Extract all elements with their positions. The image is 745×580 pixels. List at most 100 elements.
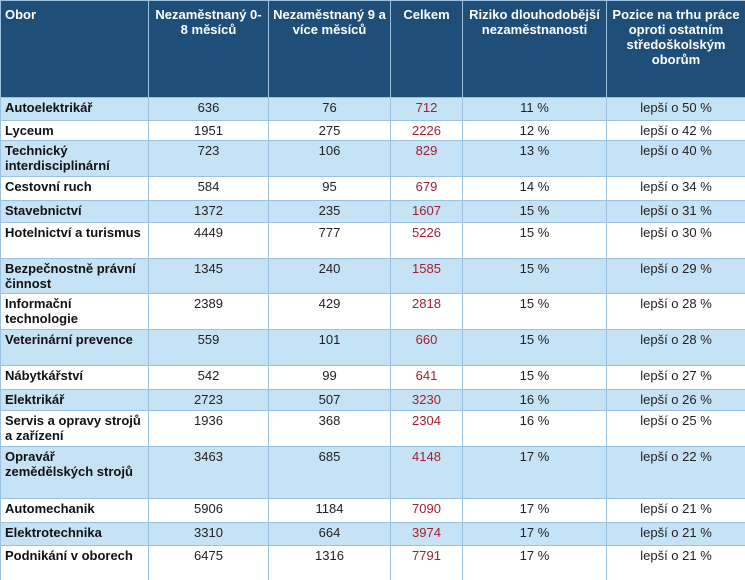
header-cell: Celkem bbox=[390, 0, 463, 98]
cell: 2723 bbox=[148, 389, 269, 411]
cell: lepší o 29 % bbox=[606, 258, 745, 294]
cell: 712 bbox=[390, 97, 463, 121]
cell: 17 % bbox=[462, 545, 607, 580]
field-name: Autoelektrikář bbox=[0, 97, 149, 121]
cell: 1585 bbox=[390, 258, 463, 294]
cell: 777 bbox=[268, 222, 391, 259]
cell: lepší o 30 % bbox=[606, 222, 745, 259]
cell: 641 bbox=[390, 365, 463, 390]
cell: 14 % bbox=[462, 176, 607, 201]
cell: lepší o 21 % bbox=[606, 545, 745, 580]
table-row: Veterinární prevence 559 101 660 15 % lepší o… bbox=[0, 329, 745, 366]
table-row: Automechanik 5906 1184 7090 17 % lepší o 21 % bbox=[0, 498, 745, 523]
cell: 15 % bbox=[462, 365, 607, 390]
cell: 275 bbox=[268, 120, 391, 141]
cell: 664 bbox=[268, 522, 391, 546]
cell: 1607 bbox=[390, 200, 463, 223]
field-name: Elektrikář bbox=[0, 389, 149, 411]
cell: 7791 bbox=[390, 545, 463, 580]
cell: 429 bbox=[268, 293, 391, 330]
cell: 11 % bbox=[462, 97, 607, 121]
cell: 6475 bbox=[148, 545, 269, 580]
cell: 106 bbox=[268, 140, 391, 177]
cell: 12 % bbox=[462, 120, 607, 141]
cell: lepší o 22 % bbox=[606, 446, 745, 499]
cell: 685 bbox=[268, 446, 391, 499]
cell: 7090 bbox=[390, 498, 463, 523]
cell: 2304 bbox=[390, 410, 463, 447]
cell: lepší o 31 % bbox=[606, 200, 745, 223]
cell: 1316 bbox=[268, 545, 391, 580]
cell: lepší o 26 % bbox=[606, 389, 745, 411]
cell: 5226 bbox=[390, 222, 463, 259]
table-row: Nábytkářství 542 99 641 15 % lepší o 27 % bbox=[0, 365, 745, 390]
cell: lepší o 34 % bbox=[606, 176, 745, 201]
cell: 507 bbox=[268, 389, 391, 411]
table-row: Autoelektrikář 636 76 712 11 % lepší o 50 % bbox=[0, 97, 745, 121]
cell: 829 bbox=[390, 140, 463, 177]
field-name: Stavebnictví bbox=[0, 200, 149, 223]
table-row: Informační technologie 2389 429 2818 15 % lep… bbox=[0, 293, 745, 330]
table-row: Technický interdisciplinární 723 106 829 13 … bbox=[0, 140, 745, 177]
cell: 15 % bbox=[462, 222, 607, 259]
cell: 15 % bbox=[462, 329, 607, 366]
field-name: Podnikání v oborech bbox=[0, 545, 149, 580]
field-name: Cestovní ruch bbox=[0, 176, 149, 201]
cell: 559 bbox=[148, 329, 269, 366]
cell: lepší o 21 % bbox=[606, 522, 745, 546]
field-name: Technický interdisciplinární bbox=[0, 140, 149, 177]
field-name: Automechanik bbox=[0, 498, 149, 523]
cell: lepší o 40 % bbox=[606, 140, 745, 177]
field-name: Bezpečnostně právní činnost bbox=[0, 258, 149, 294]
field-name: Nábytkářství bbox=[0, 365, 149, 390]
header-row: Obor Nezaměstnaný 0-8 měsíců Nezaměstnaný … bbox=[0, 0, 745, 98]
cell: lepší o 42 % bbox=[606, 120, 745, 141]
cell: 2389 bbox=[148, 293, 269, 330]
cell: lepší o 21 % bbox=[606, 498, 745, 523]
cell: lepší o 27 % bbox=[606, 365, 745, 390]
cell: 2226 bbox=[390, 120, 463, 141]
cell: lepší o 28 % bbox=[606, 293, 745, 330]
header-cell: Riziko dlouhodobější nezaměstnanosti bbox=[462, 0, 607, 98]
field-name: Informační technologie bbox=[0, 293, 149, 330]
table-row: Bezpečnostně právní činnost 1345 240 1585 15… bbox=[0, 258, 745, 294]
cell: 17 % bbox=[462, 498, 607, 523]
cell: lepší o 25 % bbox=[606, 410, 745, 447]
cell: 2818 bbox=[390, 293, 463, 330]
table-row: Hotelnictví a turismus 4449 777 5226 15 % lep… bbox=[0, 222, 745, 259]
header-cell: Nezaměstnaný 9 a více měsíců bbox=[268, 0, 391, 98]
cell: lepší o 50 % bbox=[606, 97, 745, 121]
cell: 15 % bbox=[462, 200, 607, 223]
cell: 15 % bbox=[462, 293, 607, 330]
cell: 240 bbox=[268, 258, 391, 294]
field-name: Hotelnictví a turismus bbox=[0, 222, 149, 259]
cell: 1372 bbox=[148, 200, 269, 223]
header-cell: Obor bbox=[0, 0, 149, 98]
cell: 16 % bbox=[462, 389, 607, 411]
cell: 76 bbox=[268, 97, 391, 121]
cell: 1951 bbox=[148, 120, 269, 141]
cell: 235 bbox=[268, 200, 391, 223]
cell: 16 % bbox=[462, 410, 607, 447]
field-name: Opravář zemědělských strojů bbox=[0, 446, 149, 499]
field-name: Lyceum bbox=[0, 120, 149, 141]
cell: 636 bbox=[148, 97, 269, 121]
cell: 15 % bbox=[462, 258, 607, 294]
cell: 101 bbox=[268, 329, 391, 366]
table-row: Podnikání v oborech 6475 1316 7791 17 % lepší… bbox=[0, 545, 745, 580]
table-row: Servis a opravy strojů a zařízení 1936 368… bbox=[0, 410, 745, 447]
cell: 17 % bbox=[462, 522, 607, 546]
cell: 17 % bbox=[462, 446, 607, 499]
table-row: Cestovní ruch 584 95 679 14 % lepší o 34 % bbox=[0, 176, 745, 201]
cell: 723 bbox=[148, 140, 269, 177]
table-row: Elektrotechnika 3310 664 3974 17 % lepší o 21… bbox=[0, 522, 745, 546]
table-body: Autoelektrikář 636 76 712 11 % lepší o 50 % Ly… bbox=[0, 97, 745, 580]
cell: 3974 bbox=[390, 522, 463, 546]
cell: 1345 bbox=[148, 258, 269, 294]
cell: 95 bbox=[268, 176, 391, 201]
cell: 679 bbox=[390, 176, 463, 201]
cell: 4449 bbox=[148, 222, 269, 259]
cell: 4148 bbox=[390, 446, 463, 499]
